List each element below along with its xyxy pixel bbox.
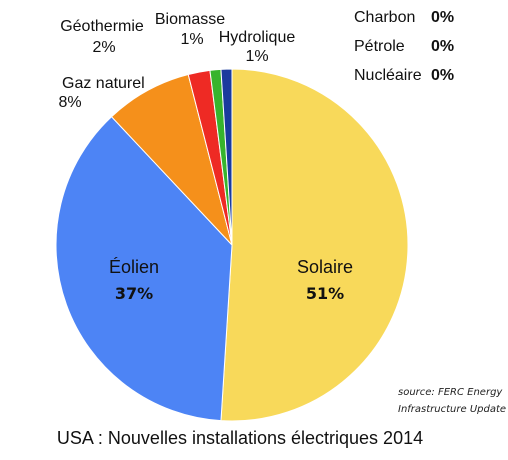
slice-value-solaire: 51% <box>306 284 344 303</box>
zero-label-petrole: Pétrole <box>354 38 405 55</box>
slice-value-gaz-naturel: 8% <box>58 94 81 111</box>
pie-slice-solaire <box>220 68 409 422</box>
slice-label-solaire: Solaire <box>297 257 353 277</box>
slice-value-geothermie: 2% <box>92 39 115 56</box>
slice-value-hydrolique: 1% <box>245 48 268 65</box>
slice-label-hydrolique: Hydrolique <box>219 29 296 46</box>
slice-label-eolien: Éolien <box>109 257 159 277</box>
pie-slice-eolien <box>55 115 233 422</box>
zero-value-nucleaire: 0% <box>431 67 454 84</box>
slice-label-geothermie: Géothermie <box>60 18 144 35</box>
pie-slice-gaz-naturel <box>110 73 233 246</box>
zero-value-charbon: 0% <box>431 9 454 26</box>
zero-value-petrole: 0% <box>431 38 454 55</box>
source-note-line2: Infrastructure Update <box>398 404 506 415</box>
source-note-line1: source: FERC Energy <box>398 387 503 398</box>
slice-label-biomasse: Biomasse <box>155 11 225 28</box>
slice-value-eolien: 37% <box>115 284 153 303</box>
pie-slice-hydrolique <box>220 68 233 246</box>
zero-label-nucleaire: Nucléaire <box>354 67 422 84</box>
zero-label-charbon: Charbon <box>354 9 415 26</box>
chart-title: USA : Nouvelles installations électrique… <box>57 428 423 448</box>
pie-slices <box>55 68 409 422</box>
slice-value-biomasse: 1% <box>180 31 203 48</box>
slice-label-gaz-naturel: Gaz naturel <box>62 75 145 92</box>
